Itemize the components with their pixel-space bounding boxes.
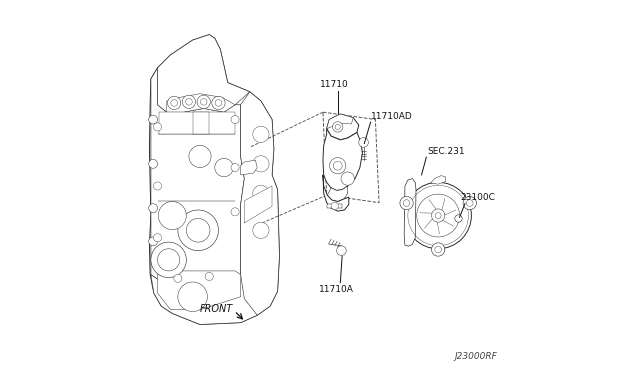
Circle shape [455,215,462,222]
Text: 23100C: 23100C [460,193,495,202]
Text: FRONT: FRONT [200,304,233,314]
Circle shape [168,96,181,110]
Circle shape [158,202,186,230]
Polygon shape [326,114,353,129]
Circle shape [253,126,269,142]
Circle shape [417,194,460,237]
Circle shape [335,124,340,129]
Circle shape [231,208,239,216]
Polygon shape [404,179,416,246]
Polygon shape [193,112,209,134]
Circle shape [186,99,192,105]
Circle shape [215,158,233,177]
Circle shape [171,100,177,106]
Circle shape [178,210,218,251]
Circle shape [178,282,207,311]
Circle shape [186,218,210,242]
Polygon shape [151,68,244,289]
Polygon shape [241,92,280,315]
Circle shape [431,243,445,256]
Circle shape [231,115,239,124]
Polygon shape [159,112,235,134]
Circle shape [405,182,472,249]
Circle shape [205,272,213,280]
Circle shape [154,234,162,242]
Polygon shape [328,204,342,208]
Circle shape [435,212,441,218]
Polygon shape [167,94,235,112]
Circle shape [463,196,476,210]
Circle shape [151,242,186,278]
Circle shape [467,200,473,206]
Circle shape [154,182,162,190]
Text: 11710A: 11710A [319,285,354,294]
Polygon shape [157,35,250,112]
Circle shape [333,122,343,132]
Text: J23000RF: J23000RF [454,352,497,361]
Circle shape [435,246,442,253]
Circle shape [337,246,346,256]
Polygon shape [323,129,362,190]
Circle shape [333,161,342,170]
Polygon shape [157,271,241,310]
Circle shape [215,100,222,106]
Circle shape [253,222,269,238]
Circle shape [212,96,225,110]
Circle shape [331,202,339,210]
Circle shape [148,160,157,168]
Polygon shape [244,186,272,223]
Polygon shape [326,114,359,140]
Circle shape [330,158,346,174]
Circle shape [182,95,196,109]
Circle shape [200,99,207,105]
Circle shape [403,200,410,206]
Circle shape [148,115,157,124]
Text: SEC.231: SEC.231 [428,147,465,156]
Circle shape [148,237,157,246]
Circle shape [157,249,180,271]
Text: 11710AD: 11710AD [371,112,413,121]
Circle shape [148,204,157,212]
Circle shape [359,138,369,147]
Polygon shape [328,186,348,202]
Circle shape [253,185,269,202]
Circle shape [431,209,445,222]
Circle shape [189,145,211,167]
Circle shape [174,274,182,282]
Circle shape [400,196,413,210]
Circle shape [341,172,355,185]
Circle shape [197,95,211,109]
Circle shape [253,156,269,172]
Polygon shape [323,175,349,211]
Polygon shape [149,35,280,324]
Polygon shape [431,176,445,184]
Polygon shape [151,275,257,324]
Polygon shape [241,160,257,175]
Text: 11710: 11710 [319,80,348,89]
Circle shape [154,123,162,131]
Circle shape [231,163,239,171]
